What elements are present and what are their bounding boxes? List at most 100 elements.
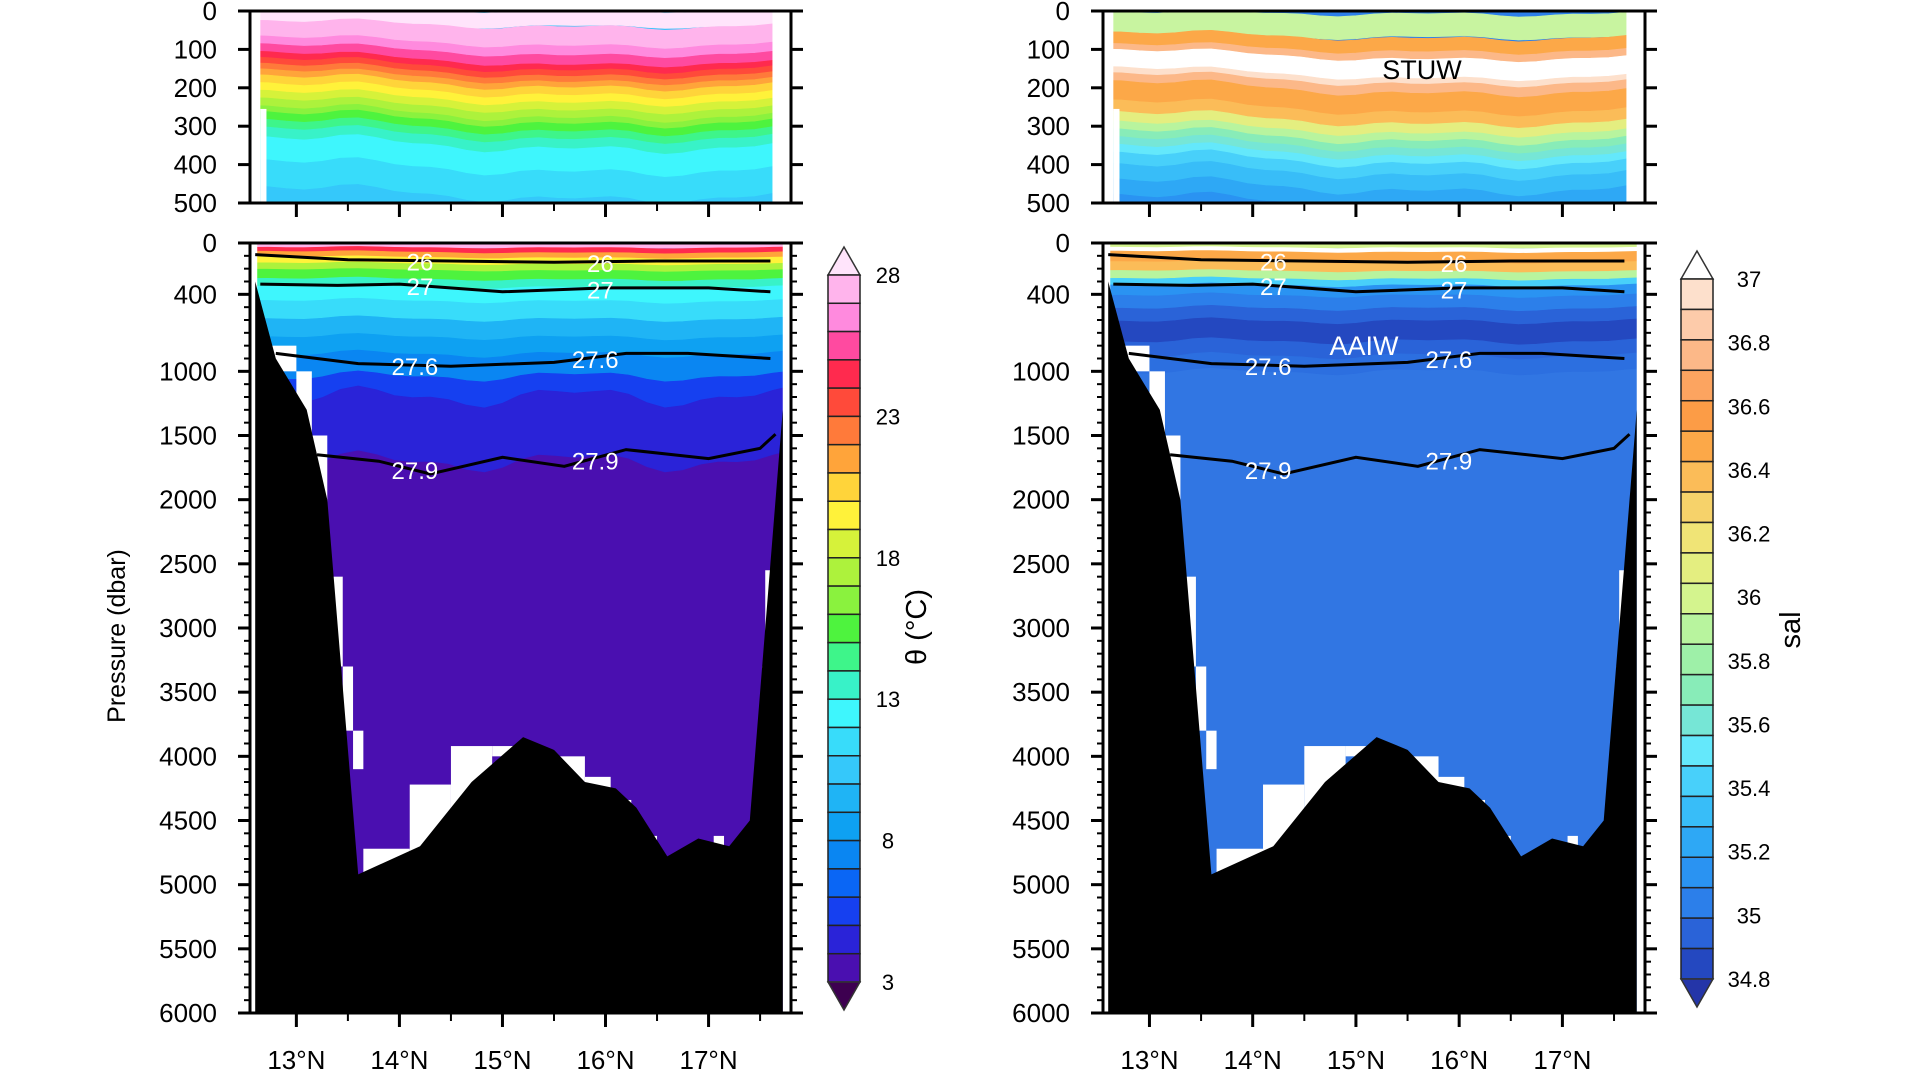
colorbar-tick-label: 23 [876, 404, 900, 429]
annotation-stuw: STUW [1382, 55, 1462, 85]
isopycnal-27.9 [1169, 433, 1631, 476]
colorbar-box [827, 726, 861, 757]
no-data-mask [1113, 108, 1120, 203]
theta-main-y-axis: 0 400 1000 1500 2000 2500 3000 3500 4000 4500 5000… [159, 228, 803, 1028]
salinity-colorbar: 37 36.8 36.6 36.4 36.2 36 35.8 35.6 35.4 35.2 35 34… [1679, 249, 1771, 1009]
colorbar-box [1680, 521, 1714, 554]
y-tick-label: 0 [203, 0, 217, 26]
colorbar-box [1680, 278, 1714, 311]
colorbar-tick-label: 18 [876, 546, 900, 571]
colorbar-tick-label: 35 [1737, 903, 1761, 928]
colorbar-tick-label: 36.6 [1728, 394, 1771, 419]
colorbar-tick-label: 8 [882, 829, 894, 854]
isopycnal-27.6 [275, 351, 771, 368]
colorbar-tick-label: 35.4 [1728, 776, 1771, 801]
x-tick-label: 13°N [1120, 1045, 1178, 1075]
colorbar-tick-label: 35.8 [1728, 649, 1771, 674]
y-tick-label: 5000 [1012, 870, 1070, 900]
y-tick-label: 4000 [1012, 741, 1070, 771]
y-tick-label: 4500 [159, 806, 217, 836]
colorbar-box [1680, 308, 1714, 341]
no-data-mask [1103, 11, 1114, 203]
colorbar-box [1680, 369, 1714, 402]
colorbar-box [827, 641, 861, 672]
y-tick-label: 2500 [1012, 549, 1070, 579]
colorbar-box [827, 359, 861, 389]
colorbar-box [827, 783, 861, 814]
colorbar-tick-label: 35.6 [1728, 712, 1771, 737]
y-tick-label: 3000 [1012, 613, 1070, 643]
no-data-mask [1195, 666, 1207, 731]
colorbar-tick-label: 37 [1737, 267, 1761, 292]
annotation-aaiw: AAIW [1329, 331, 1399, 361]
salinity-top-panel: 0 100 200 300 400 500 STUW [1027, 0, 1657, 218]
salinity-top-y-axis: 0 100 200 300 400 500 [1027, 0, 1657, 218]
colorbar-box [1680, 339, 1714, 372]
contour-label: 27.6 [1425, 347, 1472, 374]
colorbar-upper-triangle [826, 245, 862, 276]
y-tick-label: 200 [1027, 73, 1070, 103]
y-tick-label: 300 [174, 111, 217, 141]
colorbar-tick-label: 3 [882, 970, 894, 995]
colorbar-box [827, 924, 861, 955]
colorbar-tick-label: 36 [1737, 585, 1761, 610]
no-data-mask [1103, 243, 1111, 1013]
colorbar-box [1680, 430, 1714, 463]
colorbar-box [1680, 795, 1714, 828]
colorbar-box [1680, 856, 1714, 889]
no-data-mask [1636, 243, 1645, 1013]
colorbar-box [827, 387, 861, 418]
contour-label: 27.6 [1245, 354, 1292, 381]
x-tick-label: 16°N [576, 1045, 634, 1075]
colorbar-tick-label: 34.8 [1728, 967, 1771, 992]
y-tick-label: 6000 [1012, 998, 1070, 1028]
y-tick-label: 4000 [159, 741, 217, 771]
colorbar-tick-label: 28 [876, 263, 900, 288]
isopycnal-27 [1113, 282, 1625, 294]
contour-label: 27.6 [572, 347, 619, 374]
colorbar-box [827, 472, 861, 502]
bathymetry [1108, 281, 1637, 1013]
y-tick-label: 3000 [159, 613, 217, 643]
contour-label: 26 [1260, 249, 1287, 276]
isopycnal-26 [1108, 253, 1625, 264]
colorbar-box [1680, 886, 1714, 919]
colorbar-box [1680, 491, 1714, 524]
x-tick-label: 15°N [473, 1045, 531, 1075]
contour-label: 27 [407, 274, 434, 301]
contour-label: 27.9 [572, 448, 619, 475]
colorbar-tick-label: 36.8 [1728, 331, 1771, 356]
y-tick-label: 1500 [1012, 421, 1070, 451]
bathymetry [255, 281, 783, 1013]
colorbar-box [827, 698, 861, 729]
x-tick-label: 14°N [370, 1045, 428, 1075]
salinity-top-fill [1103, 11, 1645, 203]
theta-colorbar-label: θ (°C) [901, 589, 933, 665]
contour-band [250, 184, 791, 203]
colorbar-lower-triangle [826, 981, 862, 1012]
y-tick-label: 5500 [1012, 934, 1070, 964]
salinity-x-axis: 13°N 14°N 15°N 16°N 17°N [1120, 1013, 1616, 1075]
colorbar-box [827, 415, 861, 446]
colorbar-box [1680, 613, 1714, 645]
colorbar-tick-label: 36.2 [1728, 522, 1771, 547]
isopycnal-27 [260, 282, 771, 294]
y-tick-label: 2000 [159, 485, 217, 515]
contour-label: 27.9 [1425, 448, 1472, 475]
y-tick-label: 6000 [159, 998, 217, 1028]
no-data-mask [1626, 11, 1645, 203]
theta-top-y-axis: 0 100 200 300 400 500 [174, 0, 803, 218]
y-tick-label: 1000 [159, 356, 217, 386]
contour-label: 26 [407, 249, 434, 276]
y-tick-label: 400 [1027, 279, 1070, 309]
salinity-top-frame [1101, 9, 1647, 205]
isopycnal-27.6 [1128, 351, 1625, 368]
theta-top-panel: 0 100 200 300 400 500 [174, 0, 803, 218]
no-data-mask [713, 835, 725, 847]
y-tick-label: 100 [174, 34, 217, 64]
no-data-mask [342, 666, 354, 731]
colorbar-box [1680, 704, 1714, 737]
